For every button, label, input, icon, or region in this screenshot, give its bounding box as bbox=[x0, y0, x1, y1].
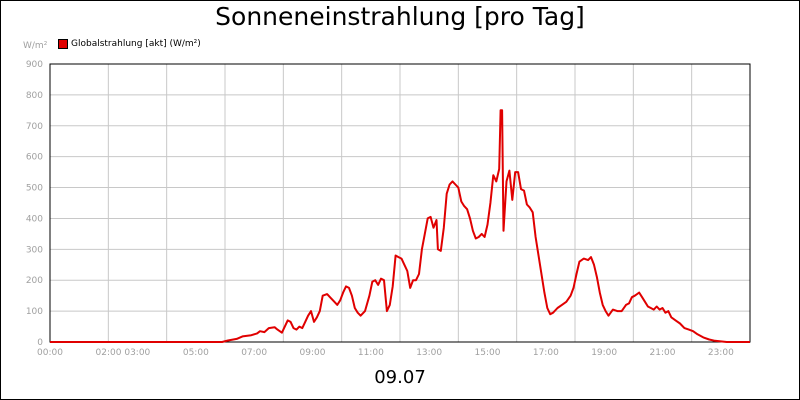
legend-swatch bbox=[58, 39, 68, 49]
y-tick-label: 100 bbox=[26, 307, 43, 317]
y-tick-label: 900 bbox=[26, 60, 43, 70]
y-tick-label: 200 bbox=[26, 276, 43, 286]
x-tick-label: 23:00 bbox=[708, 348, 734, 358]
y-tick-label: 400 bbox=[26, 214, 43, 224]
y-tick-label: 300 bbox=[26, 245, 43, 255]
x-tick-label: 15:00 bbox=[475, 348, 501, 358]
x-tick-label: 17:00 bbox=[533, 348, 559, 358]
y-tick-label: 700 bbox=[26, 122, 43, 132]
x-tick-label: 05:00 bbox=[183, 348, 209, 358]
x-tick-label: 09:00 bbox=[300, 348, 326, 358]
plot-border bbox=[49, 63, 751, 343]
y-tick-label: 600 bbox=[26, 153, 43, 163]
x-tick-label: 13:00 bbox=[416, 348, 442, 358]
legend: Globalstrahlung [akt] (W/m²) bbox=[58, 39, 201, 49]
x-tick-label: 07:00 bbox=[241, 348, 267, 358]
y-axis-unit: W/m² bbox=[23, 41, 48, 51]
x-tick-label: 00:00 bbox=[37, 348, 63, 358]
y-tick-label: 800 bbox=[26, 91, 43, 101]
x-tick-label: 21:00 bbox=[650, 348, 676, 358]
x-tick-label: 11:00 bbox=[358, 348, 384, 358]
y-tick-label: 0 bbox=[37, 338, 43, 348]
legend-label: Globalstrahlung [akt] (W/m²) bbox=[71, 39, 201, 49]
y-tick-label: 500 bbox=[26, 184, 43, 194]
series-line-globalstrahlung bbox=[50, 109, 750, 343]
x-tick-label: 02:00 03:00 bbox=[96, 348, 151, 358]
chart-title: Sonneneinstrahlung [pro Tag] bbox=[215, 2, 585, 31]
date-label: 09.07 bbox=[374, 367, 426, 388]
x-tick-label: 19:00 bbox=[591, 348, 617, 358]
